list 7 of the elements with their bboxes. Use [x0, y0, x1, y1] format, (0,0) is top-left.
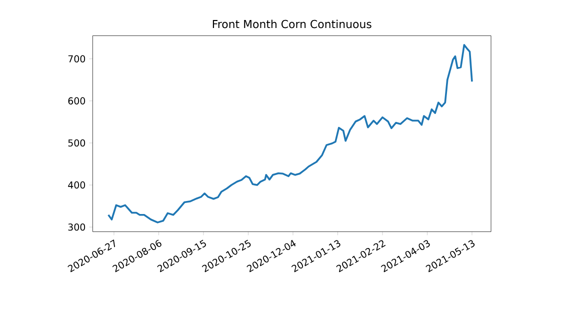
y-tick-label: 700: [68, 55, 86, 62]
line-series: [107, 44, 473, 224]
y-tick-label: 500: [68, 139, 86, 147]
y-tick-label: 300: [68, 223, 86, 231]
y-tick-label: 600: [68, 97, 86, 104]
chart-title: Front Month Corn Continuous: [212, 20, 372, 28]
y-tick-label: 400: [68, 181, 86, 189]
